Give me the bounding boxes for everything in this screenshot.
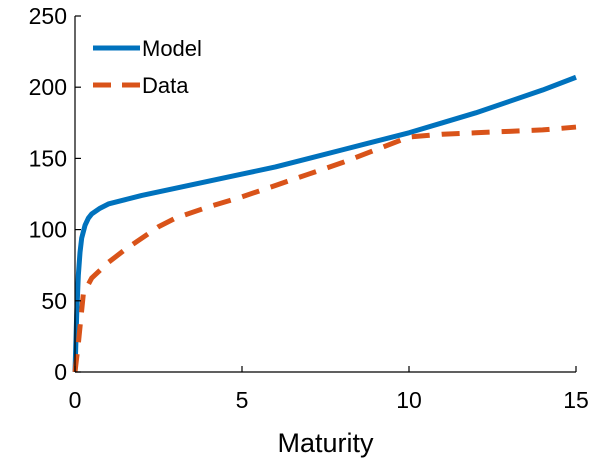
x-tick-label: 10 [396,387,422,413]
y-tick-label: 250 [29,3,67,29]
y-tick-label: 100 [29,217,67,243]
x-tick-label: 15 [563,387,589,413]
y-tick-label: 50 [41,288,67,314]
legend: Model Data [93,36,202,98]
x-tick-label: 5 [236,387,249,413]
legend-label-data: Data [142,73,189,98]
axis-labels: Maturity [277,428,374,458]
series-line-model [72,74,577,373]
legend-label-model: Model [142,36,202,61]
series-line-data [72,124,577,373]
y-tick-label: 0 [54,359,67,385]
axes: 0 50 100 150 200 250 0 5 10 15 [29,3,589,413]
x-tick-label: 0 [69,387,82,413]
plot-area [72,74,577,373]
y-tick-label: 150 [29,145,67,171]
x-axis-title: Maturity [277,428,374,458]
y-tick-label: 200 [29,74,67,100]
